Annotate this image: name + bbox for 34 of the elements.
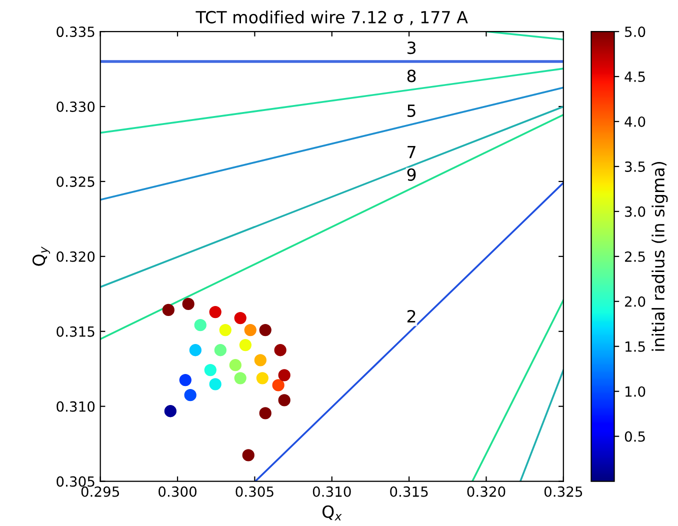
y-tick-label: 0.315 — [56, 326, 94, 337]
x-tick-label: 0.305 — [236, 486, 274, 497]
x-tick-label: 0.325 — [544, 486, 582, 497]
color-bar-label: 1.5 — [626, 342, 645, 352]
x-tick-label: 0.310 — [312, 486, 351, 497]
series-label: 2 — [407, 310, 416, 322]
y-tick-label: 0.320 — [56, 251, 95, 262]
color-bar-label: 2.0 — [625, 296, 646, 307]
x-tick-label: 0.300 — [158, 486, 196, 497]
y-tick-label: 0.330 — [56, 101, 95, 112]
x-tick-label: 0.315 — [390, 486, 428, 497]
series-label: 7 — [408, 146, 416, 158]
y-tick-label: 0.325 — [56, 176, 94, 187]
x-tick-label: 0.320 — [467, 486, 506, 497]
series-label: 5 — [408, 104, 416, 118]
color-bar-title: initial radius (in sigma) — [652, 162, 668, 351]
color-bar-label: 5.0 — [625, 26, 646, 38]
chart-title: TCT modified wire 7.12 σ , 177 A — [196, 10, 468, 26]
color-bar-label: 1.0 — [626, 386, 646, 397]
color-bar-label: 2.5 — [625, 251, 645, 262]
x-axis-title: Q$_{x}$ — [322, 505, 342, 520]
color-bar-label: 4.0 — [624, 116, 646, 127]
color-bar-label: 3.5 — [625, 161, 645, 172]
y-tick-label: 0.335 — [56, 26, 94, 38]
color-bar-label: 3.0 — [625, 206, 646, 217]
color-bar-label: 4.5 — [624, 72, 645, 82]
series-label: 8 — [407, 70, 416, 82]
series-label: 3 — [408, 42, 416, 54]
y-tick-label: 0.310 — [56, 401, 95, 412]
color-bar-label: 0.5 — [624, 431, 645, 442]
x-tick-label: 0.295 — [81, 486, 120, 497]
y-axis-title: Q$_{y}$ — [32, 246, 50, 266]
series-label: 9 — [407, 168, 416, 181]
y-tick-label: 0.305 — [56, 476, 94, 487]
